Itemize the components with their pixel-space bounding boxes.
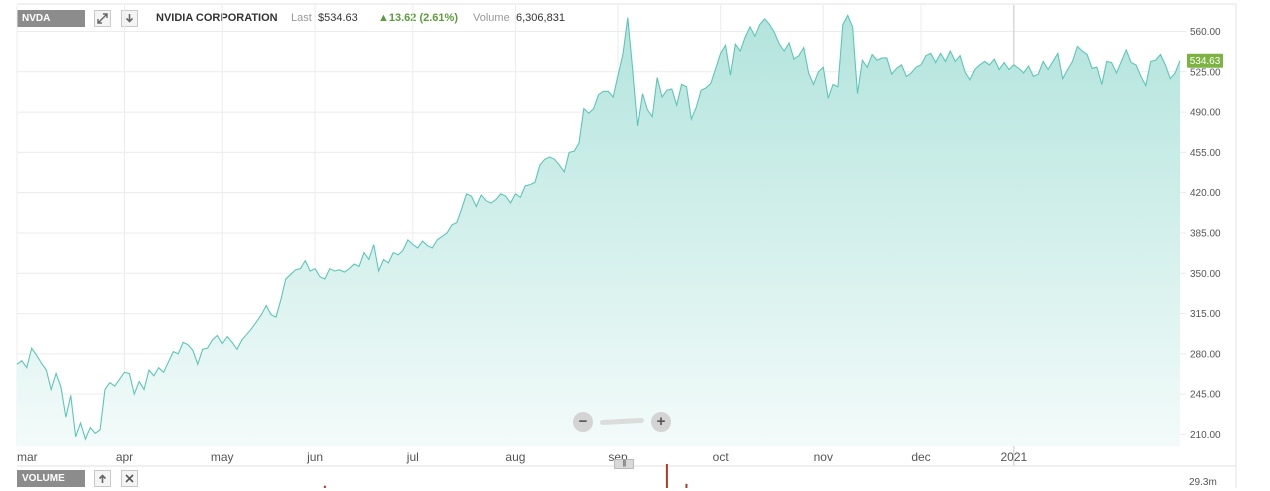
volume-value: 6,306,831: [516, 12, 565, 24]
y-tick-label: 560.00: [1190, 27, 1221, 38]
x-tick-label: 2021: [1001, 450, 1028, 464]
x-tick-label: nov: [814, 450, 833, 464]
x-tick-label: mar: [17, 450, 38, 464]
y-tick-label: 210.00: [1190, 430, 1221, 441]
area-fill: [17, 15, 1180, 447]
x-tick-label: may: [211, 450, 234, 464]
y-axis: 210.00 245.00 280.00 315.00 350.00 385.00 420.…: [1190, 27, 1221, 441]
last-value-label: 534.63: [1190, 56, 1221, 67]
price-line: [16, 14, 1181, 441]
expand-icon[interactable]: [94, 10, 111, 27]
last-value-badge: [1187, 53, 1223, 68]
chart-header: NVDA NVIDIA CORPORATION Last $534.63 ▲13…: [0, 0, 1236, 36]
volume-bars: [323, 464, 688, 488]
y-tick-label: 245.00: [1190, 390, 1221, 401]
y-tick-label: 420.00: [1190, 188, 1221, 199]
close-icon[interactable]: [121, 470, 138, 487]
x-tick-label: oct: [713, 450, 730, 464]
volume-bar: [665, 464, 668, 488]
symbol-badge[interactable]: NVDA: [17, 10, 85, 27]
volume-badge[interactable]: VOLUME: [17, 470, 85, 487]
last-label: Last: [291, 12, 312, 24]
x-tick-label: jun: [306, 450, 323, 464]
y-tick-label: 350.00: [1190, 269, 1221, 280]
arrow-up-icon[interactable]: [94, 470, 111, 487]
y-tick-label: 385.00: [1190, 228, 1221, 239]
x-tick-label: aug: [505, 450, 525, 464]
volume-label: Volume: [473, 12, 510, 24]
last-price: $534.63: [318, 12, 358, 24]
y-tick-label: 315.00: [1190, 309, 1221, 320]
zoom-in-button[interactable]: +: [651, 412, 671, 432]
y-tick-label: 525.00: [1190, 67, 1221, 78]
panel-resize-handle[interactable]: ||||: [614, 459, 634, 469]
company-name: NVIDIA CORPORATION: [156, 12, 278, 24]
x-tick-label: apr: [116, 450, 133, 464]
x-tick-label: dec: [911, 450, 930, 464]
volume-bar: [685, 483, 688, 488]
y-tick-label: 455.00: [1190, 148, 1221, 159]
volume-panel-header: VOLUME 29.3m: [0, 466, 1236, 488]
price-change: ▲13.62 (2.61%): [378, 12, 458, 24]
volume-max-label: 29.3m: [1189, 477, 1217, 488]
x-tick-label: jul: [406, 450, 419, 464]
x-axis: mar apr may jun jul aug sep oct nov dec 2021: [17, 450, 1028, 464]
zoom-out-button[interactable]: −: [573, 412, 593, 432]
volume-bar: [323, 485, 326, 488]
y-tick-label: 280.00: [1190, 349, 1221, 360]
y-tick-label: 490.00: [1190, 108, 1221, 119]
download-icon[interactable]: [121, 10, 138, 27]
last-value-badge-group: 534.63: [1187, 53, 1223, 68]
price-area: [16, 14, 1181, 447]
